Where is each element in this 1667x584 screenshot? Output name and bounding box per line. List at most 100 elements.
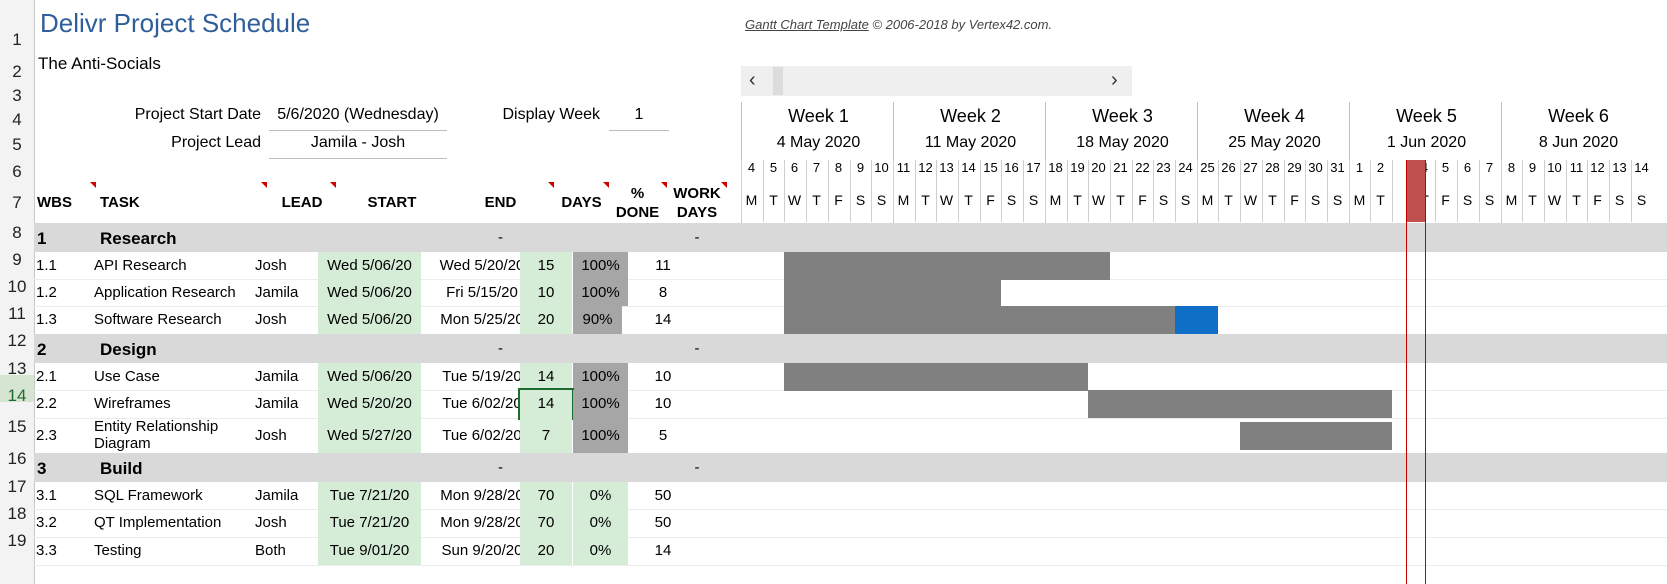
- row-number[interactable]: 12: [7, 331, 27, 350]
- task-end[interactable]: Mon 5/25/20: [440, 311, 524, 328]
- scroll-left-icon[interactable]: ‹: [749, 69, 756, 91]
- task-days[interactable]: 10: [520, 279, 572, 306]
- row-number[interactable]: 3: [12, 86, 22, 105]
- row-number[interactable]: 14: [0, 375, 34, 405]
- task-name[interactable]: Use Case: [94, 368, 160, 385]
- task-start[interactable]: Wed 5/20/20: [318, 390, 421, 418]
- task-lead[interactable]: Jamila: [255, 284, 299, 301]
- task-name[interactable]: QT Implementation: [94, 514, 222, 531]
- task-percent-done[interactable]: 100%: [573, 252, 628, 279]
- task-name[interactable]: API Research: [94, 257, 187, 274]
- row-number[interactable]: 19: [7, 531, 27, 550]
- task-percent-done[interactable]: 100%: [573, 363, 628, 390]
- phase-name[interactable]: Research: [100, 229, 177, 248]
- task-lead[interactable]: Both: [255, 542, 286, 559]
- task-lead[interactable]: Jamila: [255, 395, 299, 412]
- scrollbar-thumb[interactable]: [773, 67, 783, 95]
- row-number[interactable]: 8: [12, 223, 22, 242]
- project-lead-value[interactable]: Jamila - Josh: [269, 134, 447, 159]
- task-lead[interactable]: Jamila: [255, 368, 299, 385]
- task-name[interactable]: Wireframes: [94, 395, 171, 412]
- row-number[interactable]: 4: [12, 110, 22, 129]
- task-end[interactable]: Sun 9/20/20: [441, 542, 523, 559]
- phase-name[interactable]: Design: [100, 340, 157, 359]
- task-lead[interactable]: Josh: [255, 427, 287, 444]
- task-start[interactable]: Tue 7/21/20: [318, 509, 421, 537]
- task-percent-done[interactable]: 0%: [573, 537, 628, 565]
- task-lead[interactable]: Jamila: [255, 487, 299, 504]
- row-number[interactable]: 16: [7, 449, 27, 468]
- task-days[interactable]: 20: [520, 537, 572, 565]
- row-number[interactable]: 5: [12, 135, 22, 154]
- task-name[interactable]: Software Research: [94, 311, 222, 328]
- row-number[interactable]: 9: [12, 250, 22, 269]
- task-wbs[interactable]: 1.1: [36, 257, 57, 274]
- row-number[interactable]: 1: [12, 30, 22, 49]
- task-end[interactable]: Tue 6/02/20: [442, 427, 522, 444]
- task-start[interactable]: Wed 5/06/20: [318, 279, 421, 306]
- task-wbs[interactable]: 2.2: [36, 395, 57, 412]
- task-percent-done[interactable]: 100%: [573, 418, 628, 453]
- gantt-bar[interactable]: [784, 279, 1001, 307]
- row-number[interactable]: 6: [12, 162, 22, 181]
- task-end[interactable]: Fri 5/15/20: [446, 284, 518, 301]
- row-number[interactable]: 18: [7, 504, 27, 523]
- task-days[interactable]: 20: [520, 306, 572, 334]
- task-percent-done[interactable]: 100%: [573, 390, 628, 418]
- task-days[interactable]: 7: [520, 418, 572, 453]
- row-number[interactable]: 15: [7, 417, 27, 436]
- task-wbs[interactable]: 1.3: [36, 311, 57, 328]
- task-days[interactable]: 15: [520, 252, 572, 279]
- task-start[interactable]: Wed 5/06/20: [318, 363, 421, 390]
- task-lead[interactable]: Josh: [255, 514, 287, 531]
- task-name[interactable]: Testing: [94, 542, 142, 559]
- template-link[interactable]: Gantt Chart Template: [745, 17, 869, 32]
- task-days[interactable]: 14: [518, 388, 574, 420]
- task-days[interactable]: 70: [520, 509, 572, 537]
- task-start[interactable]: Tue 9/01/20: [318, 537, 421, 565]
- start-date-value[interactable]: 5/6/2020 (Wednesday): [269, 106, 447, 131]
- task-name[interactable]: Entity Relationship Diagram: [94, 418, 219, 452]
- gantt-bar[interactable]: [784, 252, 1110, 280]
- task-wbs[interactable]: 3.1: [36, 487, 57, 504]
- task-lead[interactable]: Josh: [255, 311, 287, 328]
- task-percent-done[interactable]: 90%: [573, 306, 622, 334]
- phase-name[interactable]: Build: [100, 459, 143, 478]
- task-start[interactable]: Wed 5/06/20: [318, 252, 421, 279]
- task-end[interactable]: Tue 5/19/20: [442, 368, 522, 385]
- task-lead[interactable]: Josh: [255, 257, 287, 274]
- task-wbs[interactable]: 2.3: [36, 427, 57, 444]
- gantt-bar[interactable]: [784, 363, 1088, 391]
- task-percent-done[interactable]: 100%: [573, 279, 628, 306]
- row-number[interactable]: 7: [12, 193, 22, 212]
- week-scrollbar[interactable]: ‹ ›: [741, 66, 1132, 96]
- task-start[interactable]: Wed 5/27/20: [318, 418, 421, 453]
- gantt-bar[interactable]: [1240, 422, 1392, 450]
- task-days[interactable]: 70: [520, 482, 572, 509]
- row-number[interactable]: 13: [7, 359, 27, 378]
- task-percent-done[interactable]: 0%: [573, 509, 628, 537]
- task-end[interactable]: Mon 9/28/20: [440, 514, 524, 531]
- task-wbs[interactable]: 3.2: [36, 514, 57, 531]
- task-name[interactable]: Application Research: [94, 284, 236, 301]
- row-number[interactable]: 2: [12, 62, 22, 81]
- task-name[interactable]: SQL Framework: [94, 487, 203, 504]
- task-days[interactable]: 14: [520, 363, 572, 390]
- task-start[interactable]: Wed 5/06/20: [318, 306, 421, 334]
- gantt-bar[interactable]: [1088, 390, 1392, 418]
- gantt-bar[interactable]: [784, 306, 1175, 334]
- scroll-right-icon[interactable]: ›: [1111, 69, 1118, 91]
- task-wbs[interactable]: 2.1: [36, 368, 57, 385]
- task-wbs[interactable]: 1.2: [36, 284, 57, 301]
- task-percent-done[interactable]: 0%: [573, 482, 628, 509]
- task-end[interactable]: Wed 5/20/20: [439, 257, 525, 274]
- row-number[interactable]: 17: [7, 477, 27, 496]
- gantt-bar-remaining[interactable]: [1175, 306, 1218, 334]
- row-number[interactable]: 11: [8, 304, 26, 323]
- task-wbs[interactable]: 3.3: [36, 542, 57, 559]
- task-end[interactable]: Tue 6/02/20: [442, 395, 522, 412]
- row-number[interactable]: 10: [7, 277, 27, 296]
- task-start[interactable]: Tue 7/21/20: [318, 482, 421, 509]
- display-week-value[interactable]: 1: [609, 106, 669, 131]
- task-end[interactable]: Mon 9/28/20: [440, 487, 524, 504]
